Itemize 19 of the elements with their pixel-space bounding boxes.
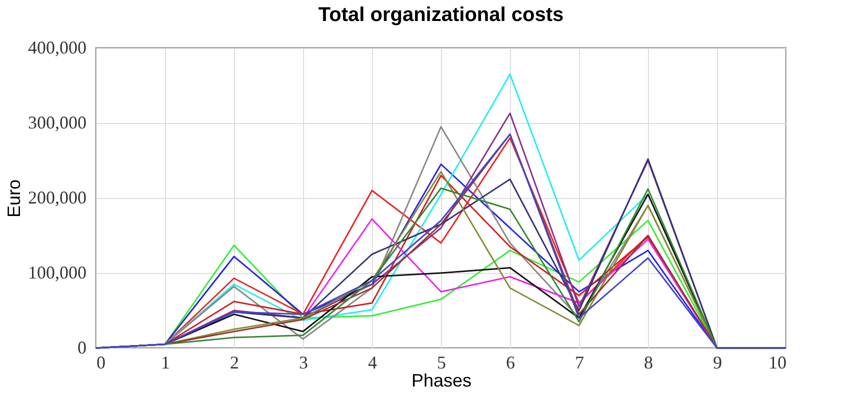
y-tick-label: 100,000 — [28, 262, 86, 282]
y-tick-label: 200,000 — [28, 188, 86, 208]
x-tick-label: 5 — [437, 352, 446, 372]
chart-title: Total organizational costs — [318, 4, 564, 26]
y-tick-label: 300,000 — [28, 112, 86, 132]
y-axis-title: Euro — [4, 179, 24, 218]
x-tick-label: 10 — [768, 352, 786, 372]
x-tick-label: 9 — [713, 352, 722, 372]
x-tick-label: 2 — [230, 352, 239, 372]
x-axis-title: Phases — [411, 370, 472, 390]
x-tick-label: 4 — [368, 352, 377, 372]
x-tick-label: 1 — [161, 352, 170, 372]
x-tick-label: 6 — [506, 352, 515, 372]
x-tick-label: 7 — [575, 352, 584, 372]
x-tick-label: 0 — [96, 352, 106, 372]
x-tick-label: 8 — [644, 352, 653, 372]
y-tick-label: 0 — [78, 338, 86, 358]
y-tick-label: 400,000 — [28, 38, 86, 58]
x-tick-label: 3 — [299, 352, 308, 372]
